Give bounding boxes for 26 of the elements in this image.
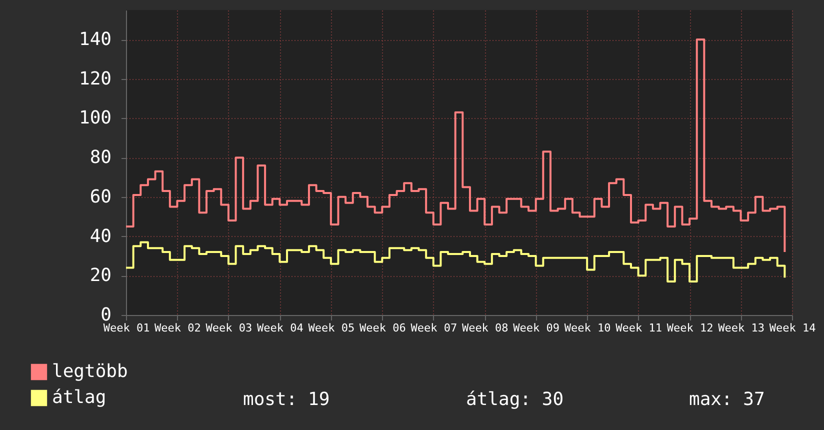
legend-label: legtöbb bbox=[52, 361, 128, 382]
text: max: 37 bbox=[689, 389, 765, 410]
x-tick-label: Week 06 bbox=[359, 322, 406, 334]
y-tick-label: 100 bbox=[78, 108, 112, 129]
x-tick-label: Week 03 bbox=[206, 322, 252, 334]
x-tick-label: Week 01 bbox=[103, 322, 150, 334]
y-tick-label: 20 bbox=[90, 265, 112, 286]
y-tick-label: 120 bbox=[78, 68, 112, 90]
x-tick-label: Week 05 bbox=[308, 322, 355, 334]
y-tick-label: 40 bbox=[90, 226, 112, 247]
x-tick-label: Week 02 bbox=[154, 322, 201, 334]
text: most: 19 bbox=[243, 389, 330, 410]
y-tick-label: 60 bbox=[90, 186, 112, 208]
x-tick-label: Week 11 bbox=[616, 322, 662, 334]
x-tick-label: Week 09 bbox=[513, 322, 560, 334]
y-tick-label: 140 bbox=[78, 29, 112, 50]
x-tick-label: Week 08 bbox=[462, 322, 508, 334]
x-tick-label: Week 12 bbox=[666, 322, 714, 334]
x-tick-label: Week 14 bbox=[769, 322, 816, 334]
x-tick-label: Week 10 bbox=[564, 322, 611, 334]
y-tick-label: 80 bbox=[90, 147, 112, 168]
x-tick-label: Week 07 bbox=[410, 322, 458, 334]
x-tick-label: Week 13 bbox=[718, 322, 764, 334]
text: átlag: 30 bbox=[466, 389, 564, 410]
x-tick-label: Week 04 bbox=[257, 322, 304, 334]
legend-label: átlag bbox=[52, 387, 106, 408]
